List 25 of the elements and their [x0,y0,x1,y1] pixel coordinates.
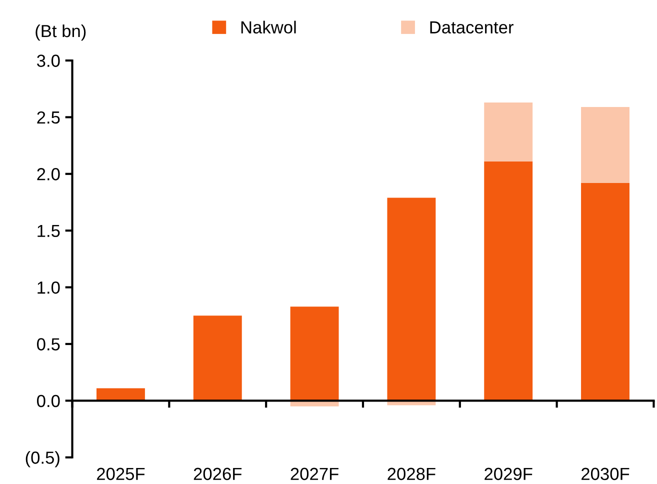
x-tick-label: 2026F [194,468,242,480]
bar [193,316,242,401]
y-tick-label: (0.5) [26,451,60,468]
y-tick-label: 2.0 [37,168,60,180]
y-tick-label: 2.5 [37,111,60,124]
bar [581,106,630,183]
x-tick-label: 2027F [290,468,338,480]
bar [484,102,533,162]
bar [96,388,145,401]
y-tick-label: 0.0 [37,394,60,408]
y-axis-title: (Bt bn) [36,24,86,41]
y-tick-label: 1.5 [38,224,60,238]
legend-label: Datacenter [430,21,514,34]
y-tick-label: 1.0 [38,281,60,294]
x-tick-label: 2029F [484,468,532,480]
x-tick-label: 2030F [582,468,630,480]
x-tick-label: 2025F [96,468,145,480]
bar [581,182,630,401]
bar [290,306,339,401]
y-tick-label: 3.0 [36,54,60,67]
x-tick-label: 2028F [388,468,436,480]
bar [387,198,436,401]
bar [484,161,533,401]
y-tick-label: 0.5 [37,338,60,350]
legend-label: Nakwol [241,20,296,34]
